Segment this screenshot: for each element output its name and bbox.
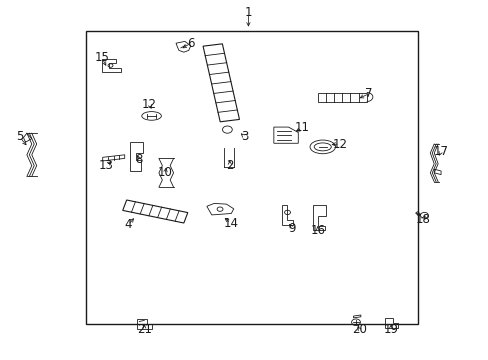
Text: 5: 5 (16, 130, 23, 143)
Text: 19: 19 (383, 323, 398, 336)
Text: 13: 13 (99, 159, 114, 172)
Text: 21: 21 (137, 323, 151, 336)
Text: 20: 20 (351, 323, 366, 336)
Text: 7: 7 (365, 87, 372, 100)
Text: 1: 1 (244, 6, 252, 19)
Text: 2: 2 (225, 159, 233, 172)
Text: 12: 12 (142, 98, 157, 111)
Text: 6: 6 (186, 37, 194, 50)
Text: 8: 8 (135, 153, 143, 166)
Text: 3: 3 (240, 130, 248, 143)
Text: 17: 17 (433, 145, 447, 158)
Text: 14: 14 (223, 217, 238, 230)
Text: 9: 9 (288, 222, 296, 235)
Text: 10: 10 (158, 166, 172, 179)
Text: 4: 4 (124, 219, 132, 231)
Text: 18: 18 (415, 213, 429, 226)
Text: 16: 16 (310, 224, 325, 237)
Text: 12: 12 (332, 138, 346, 150)
Text: 11: 11 (294, 121, 309, 134)
Bar (317, 93, 366, 102)
Bar (85, 31, 417, 324)
Text: 15: 15 (94, 51, 109, 64)
